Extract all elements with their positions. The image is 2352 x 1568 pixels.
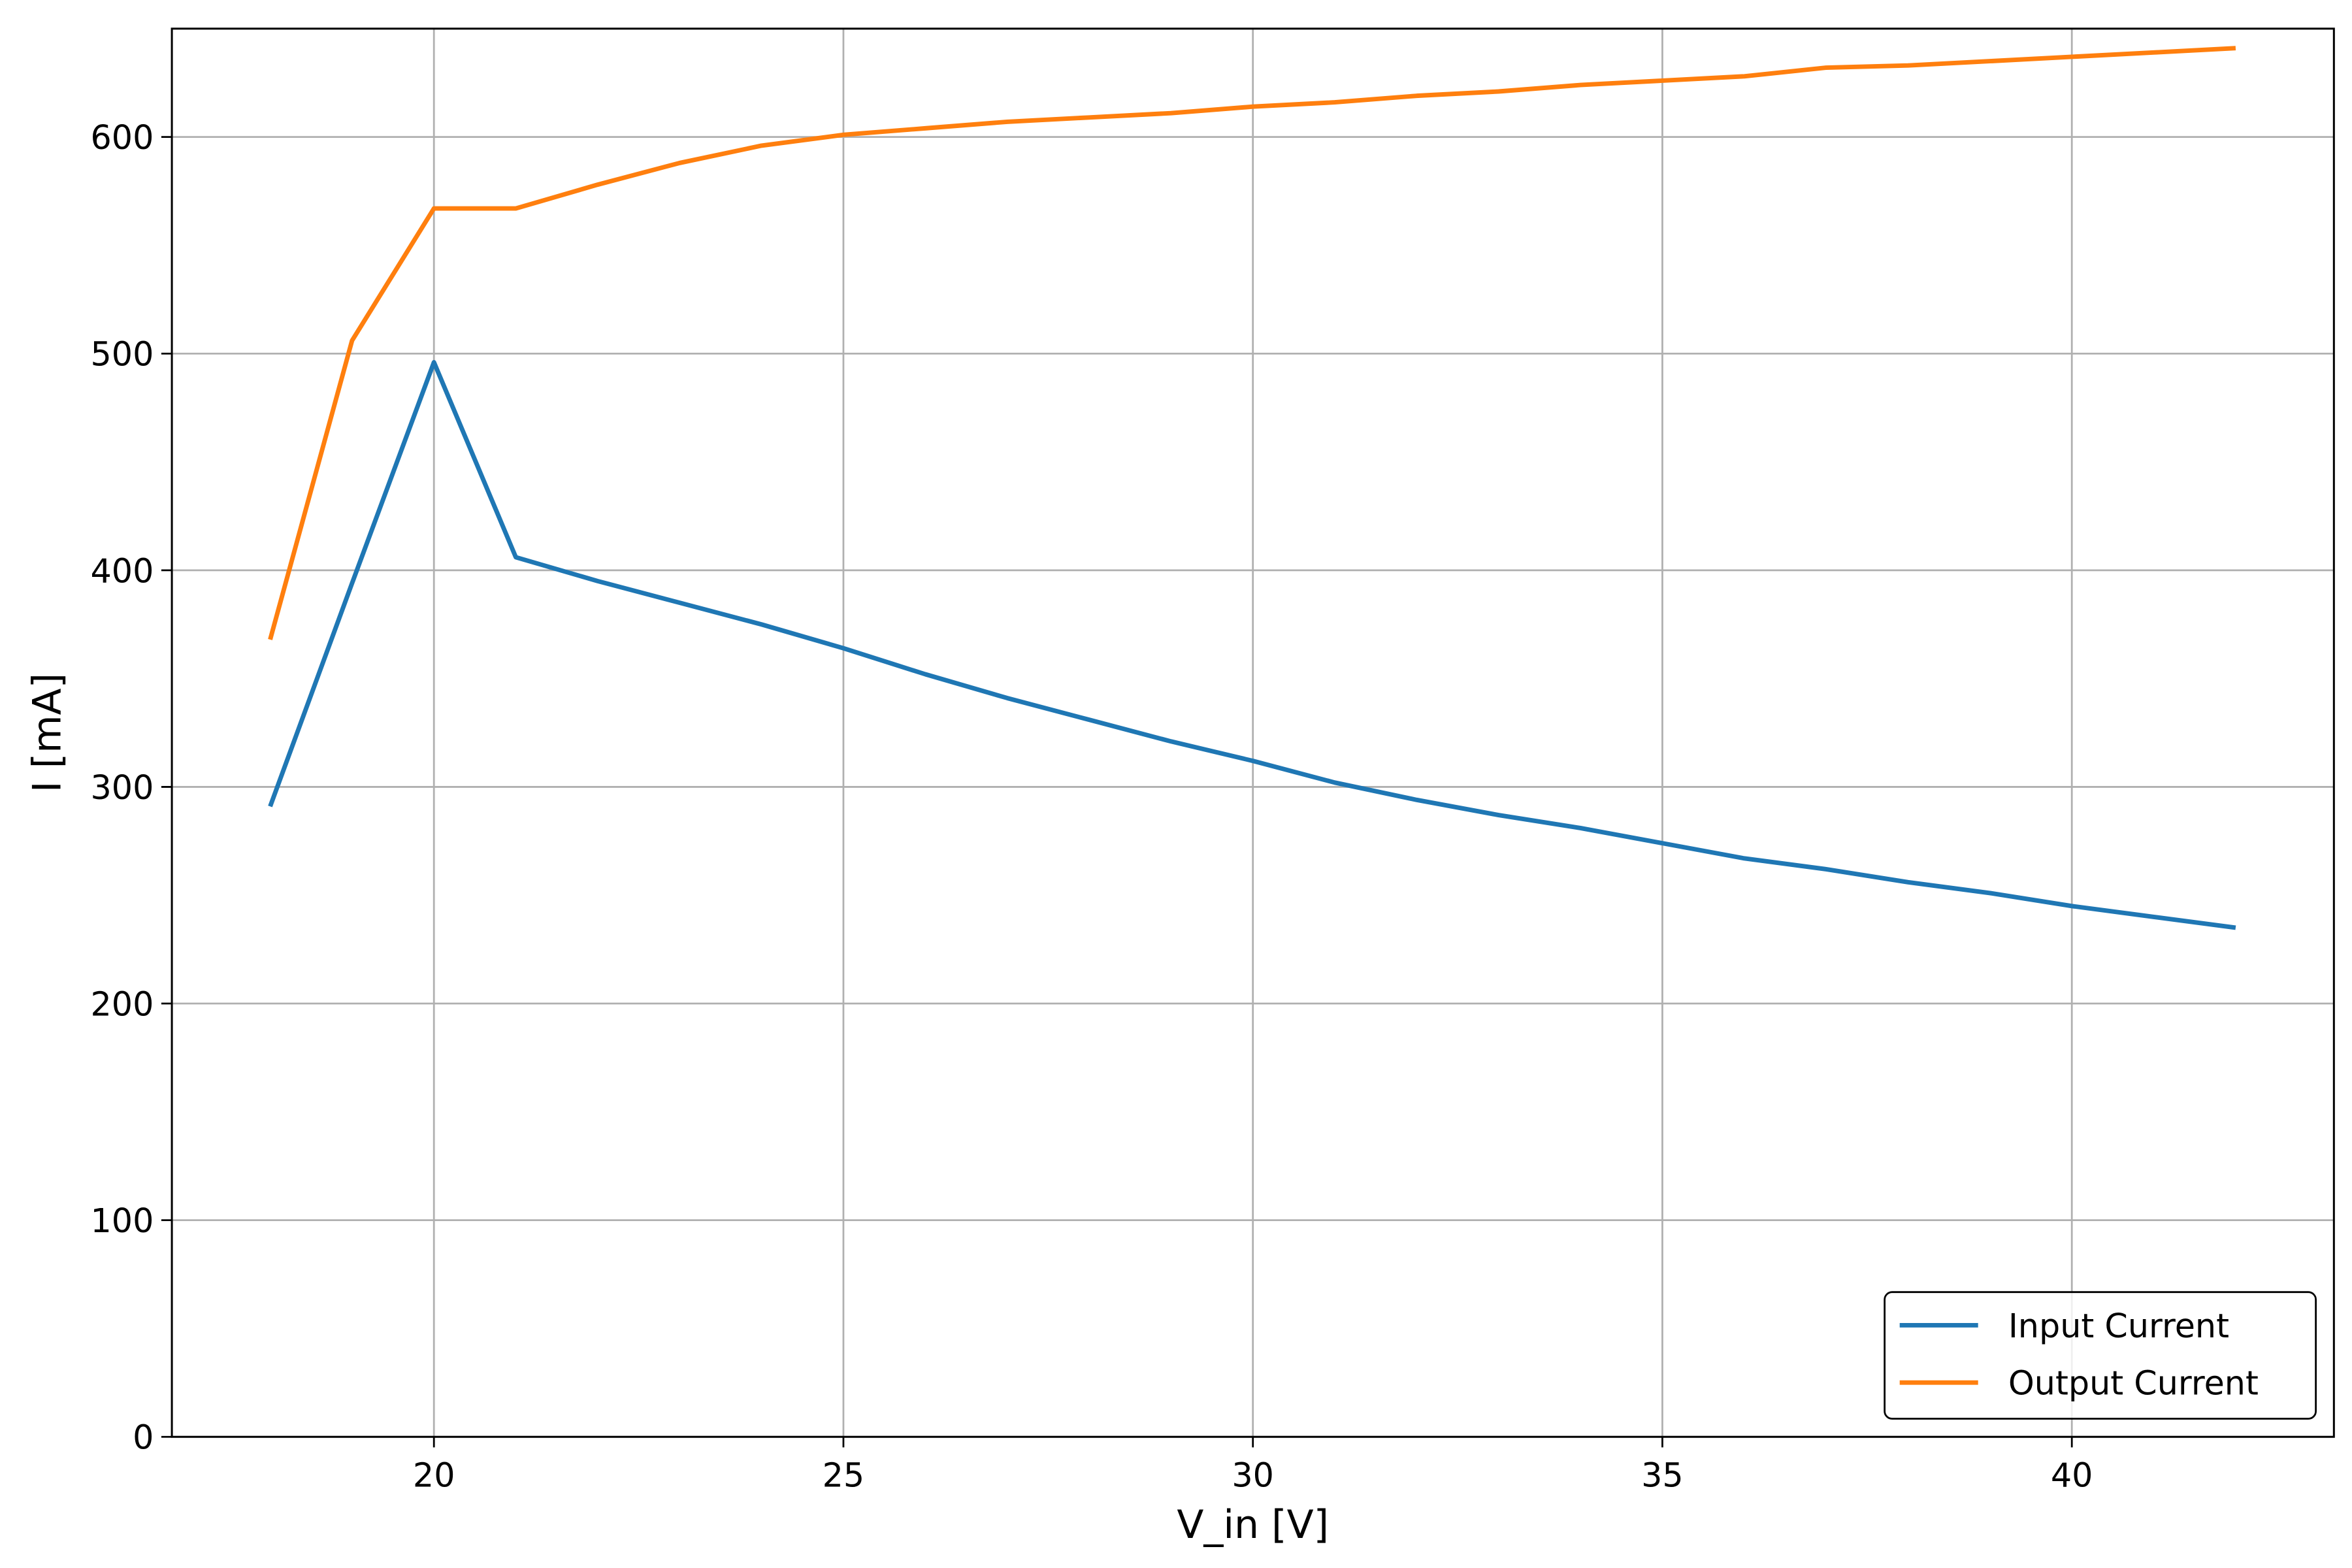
- x-tick-label: 20: [413, 1456, 455, 1494]
- y-tick-label: 600: [91, 118, 154, 157]
- x-axis-label: V_in [V]: [1177, 1502, 1329, 1548]
- y-tick-label: 0: [133, 1418, 154, 1457]
- data-line: [268, 46, 2236, 640]
- x-tick-label: 30: [1232, 1456, 1274, 1494]
- y-tick-label: 100: [91, 1201, 154, 1240]
- y-tick-label: 500: [91, 335, 154, 374]
- y-tick-label: 400: [91, 551, 154, 590]
- legend-box: [1884, 1291, 2317, 1420]
- x-tick-label: 40: [2051, 1456, 2093, 1494]
- y-tick-label: 300: [91, 768, 154, 807]
- plot-frame: [171, 27, 2335, 1438]
- legend-label: Input Current: [2008, 1307, 2229, 1345]
- y-axis-label: I [mA]: [24, 673, 70, 792]
- x-tick-label: 35: [1641, 1456, 1684, 1494]
- x-tick-label: 25: [823, 1456, 865, 1494]
- y-tick-label: 200: [91, 985, 154, 1023]
- legend-label: Output Current: [2008, 1364, 2259, 1403]
- data-line: [268, 360, 2236, 930]
